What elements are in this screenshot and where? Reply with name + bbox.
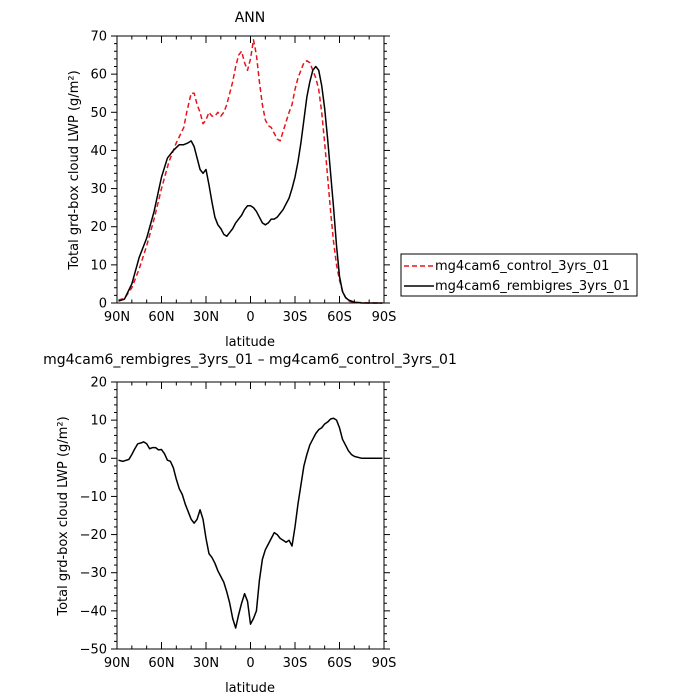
top-y-tick-label: 10 bbox=[90, 258, 107, 273]
legend-label-rembigres: mg4cam6_rembigres_3yrs_01 bbox=[435, 279, 630, 294]
bottom-x-tick-label: 60N bbox=[148, 656, 174, 671]
bottom-y-ticks: −50 −40 −30 −20 −10 0 10 20 bbox=[80, 376, 390, 658]
bottom-x-tick-label: 0 bbox=[246, 656, 254, 671]
top-series-line-1 bbox=[118, 65, 383, 304]
bottom-y-tick-label: 0 bbox=[99, 452, 107, 467]
top-y-tick-label: 50 bbox=[90, 106, 107, 121]
bottom-title: mg4cam6_rembigres_3yrs_01 – mg4cam6_cont… bbox=[43, 352, 457, 368]
bottom-x-tick-label: 30N bbox=[193, 656, 219, 671]
bottom-y-axis-label: Total grd-box cloud LWP (g/m²) bbox=[56, 416, 71, 616]
bottom-series-group bbox=[118, 417, 383, 629]
top-y-tick-label: 0 bbox=[99, 297, 107, 312]
bottom-x-ticks: 90N 60N 30N 0 30S 60S 90S bbox=[104, 382, 397, 671]
bottom-plot-area: 90N 60N 30N 0 30S 60S 90S −50 −40 −30 −20 −10 0 10 20 bbox=[80, 376, 397, 672]
top-x-tick-label: 60S bbox=[327, 310, 352, 325]
top-panel: ANN 90N 60N 30N 0 30S 60S 90S 010203040506070 … bbox=[67, 10, 638, 350]
bottom-x-tick-label: 90S bbox=[372, 656, 397, 671]
bottom-plot-frame bbox=[116, 381, 385, 650]
top-x-tick-label: 90S bbox=[372, 310, 397, 325]
top-series-line-0 bbox=[118, 39, 383, 304]
top-title: ANN bbox=[235, 10, 266, 26]
bottom-x-axis-label: latitude bbox=[225, 681, 275, 696]
legend: mg4cam6_control_3yrs_01 mg4cam6_rembigre… bbox=[400, 253, 638, 297]
bottom-y-tick-label: −30 bbox=[80, 566, 107, 581]
top-plot-area: 90N 60N 30N 0 30S 60S 90S 0 10 20 30 40 50 60 70 bbox=[90, 30, 396, 326]
top-plot-frame bbox=[116, 35, 385, 304]
bottom-x-tick-label: 90N bbox=[104, 656, 130, 671]
top-x-tick-label: 60N bbox=[148, 310, 174, 325]
bottom-y-tick-label: −20 bbox=[80, 528, 107, 543]
top-series-group bbox=[118, 39, 383, 304]
top-y-tick-label: 20 bbox=[90, 220, 107, 235]
bottom-y-tick-label: 20 bbox=[90, 376, 107, 391]
top-x-tick-label: 30N bbox=[193, 310, 219, 325]
legend-box bbox=[400, 253, 638, 297]
bottom-series-line-0 bbox=[118, 417, 383, 629]
top-y-tick-label: 70 bbox=[90, 30, 107, 45]
top-y-tick-label: 30 bbox=[90, 182, 107, 197]
top-y-tick-label: 40 bbox=[90, 144, 107, 159]
top-x-tick-label: 0 bbox=[246, 310, 254, 325]
bottom-x-tick-label: 60S bbox=[327, 656, 352, 671]
bottom-y-tick-label: −10 bbox=[80, 490, 107, 505]
bottom-panel: mg4cam6_rembigres_3yrs_01 – mg4cam6_cont… bbox=[43, 352, 457, 696]
legend-label-control: mg4cam6_control_3yrs_01 bbox=[435, 259, 609, 274]
top-x-axis-label: latitude bbox=[225, 335, 275, 350]
top-y-axis-label: Total grd-box cloud LWP (g/m²) bbox=[67, 70, 82, 270]
bottom-y-tick-label: 10 bbox=[90, 414, 107, 429]
top-y-tick-label: 60 bbox=[90, 68, 107, 83]
bottom-y-tick-label: −40 bbox=[80, 604, 107, 619]
top-y-ticks: 0 10 20 30 40 50 60 70 bbox=[90, 30, 390, 312]
top-x-ticks: 90N 60N 30N 0 30S 60S 90S bbox=[104, 36, 397, 325]
top-x-tick-label: 30S bbox=[283, 310, 308, 325]
top-x-tick-label: 90N bbox=[104, 310, 130, 325]
bottom-x-tick-label: 30S bbox=[283, 656, 308, 671]
bottom-y-tick-label: −50 bbox=[80, 643, 107, 658]
